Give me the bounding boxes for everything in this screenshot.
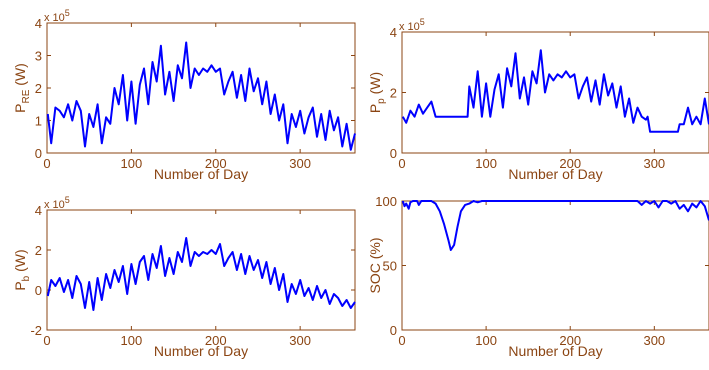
series-line (46, 41, 356, 151)
axis-exponent-power: 5 (65, 8, 70, 18)
y-tick-label: 100 (375, 194, 397, 209)
y-axis-label: PRE (W) (12, 63, 32, 113)
x-tick-label: 300 (289, 333, 311, 348)
series-line (401, 200, 709, 251)
y-tick-label: 0 (390, 146, 397, 161)
y-axis-label: Pb (W) (12, 249, 32, 290)
x-tick-label: 0 (398, 333, 405, 348)
chart-panel-4: 0 100 200 300 0 50 100 Number of Day SOC (%) (367, 194, 709, 359)
y-tick-label: 2 (35, 81, 42, 96)
y-tick-label: 0 (35, 283, 42, 298)
y-tick-label: 3 (35, 49, 42, 64)
x-tick-label: 0 (398, 156, 405, 171)
x-tick-label: 200 (559, 156, 581, 171)
x-tick-label: 0 (43, 333, 50, 348)
series-line (46, 237, 356, 311)
x-tick-label: 200 (205, 156, 227, 171)
x-axis-label: Number of Day (154, 343, 248, 359)
axis-exponent-base: x 10 (44, 199, 65, 211)
x-tick-label: 200 (205, 333, 227, 348)
x-axis-label: Number of Day (154, 166, 248, 182)
y-axis-label-unit: (W) (12, 249, 28, 275)
x-tick-label: 100 (121, 333, 143, 348)
axis-exponent-label: x 105 (44, 8, 70, 24)
y-tick-label: 1 (35, 114, 42, 129)
axis-exponent-label: x 105 (399, 17, 425, 33)
y-axis-label-subscript: RE (21, 89, 32, 103)
y-tick-label: 2 (390, 86, 397, 101)
y-axis-label: Pp (W) (367, 72, 387, 113)
y-tick-label: 2 (35, 243, 42, 258)
plot-frame (401, 200, 709, 331)
axis-exponent-base: x 10 (44, 12, 65, 24)
chart-panel-2: 0 100 200 300 0 2 4 Number of Day Pp (W) x 105 (367, 17, 709, 182)
axis-exponent-base: x 10 (399, 21, 420, 33)
axis-exponent-power: 5 (420, 17, 425, 27)
x-tick-label: 300 (289, 156, 311, 171)
plot-frame (46, 22, 356, 154)
x-tick-label: 200 (559, 333, 581, 348)
y-tick-label: 0 (390, 323, 397, 338)
x-tick-label: 300 (643, 333, 665, 348)
y-axis-label-main: P (12, 281, 28, 290)
y-tick-label: -2 (30, 323, 42, 338)
x-tick-label: 300 (643, 156, 665, 171)
y-axis-label-unit: (W) (12, 63, 28, 89)
axis-exponent-label: x 105 (44, 195, 70, 211)
y-tick-label: 50 (383, 259, 397, 274)
y-tick-label: 4 (35, 16, 42, 31)
y-axis-label-subscript: b (21, 275, 32, 281)
x-axis-label: Number of Day (508, 166, 602, 182)
plot-frame (401, 31, 709, 154)
y-axis-label-main: P (367, 104, 383, 113)
chart-panel-1: 0 100 200 300 0 1 2 3 4 Number of Day PRE (W) x 105 (12, 8, 356, 182)
x-tick-label: 100 (475, 156, 497, 171)
axis-exponent-power: 5 (65, 195, 70, 205)
x-axis-label: Number of Day (508, 343, 602, 359)
y-axis-label-unit: (W) (367, 72, 383, 98)
y-tick-label: 0 (35, 146, 42, 161)
plot-frame (46, 209, 356, 331)
series-line (401, 49, 709, 133)
y-axis-label-subscript: p (376, 98, 387, 104)
y-axis-label: SOC (%) (367, 238, 383, 294)
x-tick-label: 100 (121, 156, 143, 171)
x-tick-label: 100 (475, 333, 497, 348)
x-tick-label: 0 (43, 156, 50, 171)
y-axis-label-main: P (12, 104, 28, 113)
y-tick-label: 4 (35, 203, 42, 218)
y-tick-label: 4 (390, 25, 397, 40)
